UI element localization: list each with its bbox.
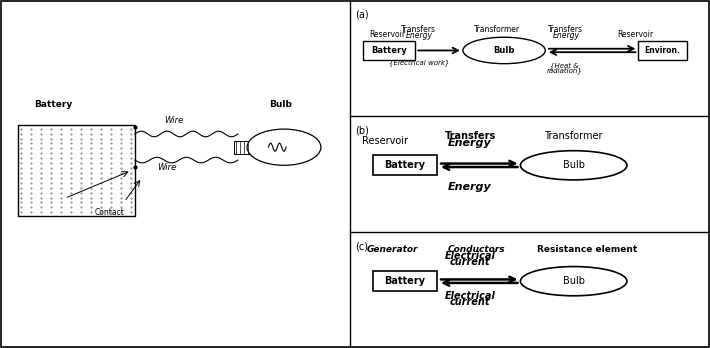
- Text: Bulb: Bulb: [563, 160, 584, 170]
- Text: Reservoir: Reservoir: [618, 30, 654, 39]
- Text: Energy: Energy: [448, 139, 492, 148]
- Text: Wire: Wire: [164, 116, 184, 125]
- Text: (c): (c): [355, 242, 368, 252]
- Text: Bulb: Bulb: [563, 276, 584, 286]
- Text: Bulb: Bulb: [269, 100, 292, 109]
- Text: Transfers: Transfers: [548, 25, 584, 34]
- Text: Conductors: Conductors: [447, 245, 505, 254]
- Circle shape: [247, 129, 321, 165]
- Text: current: current: [449, 258, 491, 267]
- FancyBboxPatch shape: [373, 155, 437, 175]
- Text: Battery: Battery: [384, 276, 425, 286]
- FancyBboxPatch shape: [363, 41, 415, 60]
- Text: Energy: Energy: [552, 31, 579, 40]
- Ellipse shape: [520, 151, 627, 180]
- FancyBboxPatch shape: [373, 271, 437, 291]
- Text: Environ.: Environ.: [645, 46, 680, 55]
- FancyBboxPatch shape: [638, 41, 687, 60]
- Text: current: current: [449, 298, 491, 307]
- Text: Energy: Energy: [448, 182, 492, 192]
- FancyBboxPatch shape: [234, 141, 250, 154]
- Text: Bulb: Bulb: [493, 46, 515, 55]
- Text: Transfers: Transfers: [401, 25, 437, 34]
- Ellipse shape: [520, 267, 627, 296]
- Text: {Electrical work}: {Electrical work}: [388, 59, 449, 66]
- Text: Electrical: Electrical: [444, 292, 496, 301]
- Text: Wire: Wire: [157, 163, 177, 172]
- Text: Electrical: Electrical: [444, 252, 496, 261]
- Text: Transfers: Transfers: [444, 132, 496, 141]
- Text: Transformer: Transformer: [474, 25, 520, 34]
- Text: Generator: Generator: [366, 245, 418, 254]
- Text: Energy: Energy: [405, 31, 432, 40]
- Text: Transformer: Transformer: [545, 132, 603, 141]
- Text: {Heat &: {Heat &: [550, 62, 579, 69]
- Text: Battery: Battery: [34, 100, 72, 109]
- Text: (a): (a): [355, 10, 368, 20]
- Text: Reservoir: Reservoir: [362, 136, 408, 146]
- Text: radiation}: radiation}: [547, 67, 582, 74]
- Text: Reservoir: Reservoir: [369, 30, 405, 39]
- Text: Battery: Battery: [371, 46, 407, 55]
- Text: Battery: Battery: [384, 160, 425, 170]
- Text: Resistance element: Resistance element: [537, 245, 638, 254]
- Text: (b): (b): [355, 126, 369, 136]
- Text: Contact: Contact: [95, 208, 125, 217]
- Ellipse shape: [463, 37, 545, 64]
